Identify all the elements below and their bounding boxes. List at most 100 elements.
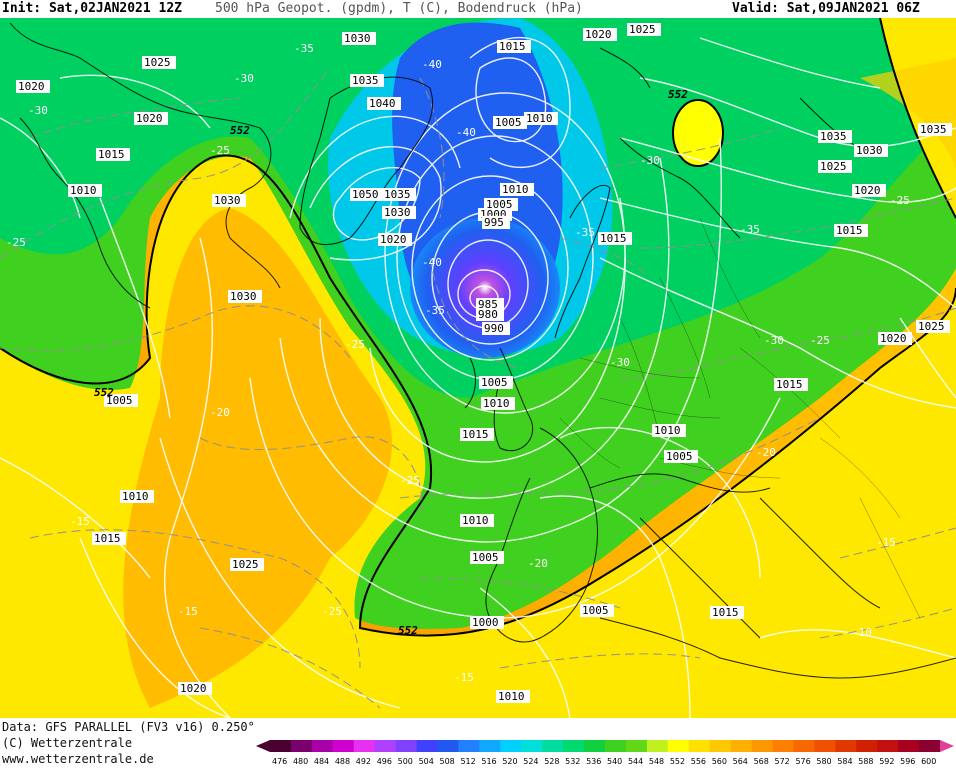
colorbar-tick-label: 500 [398, 757, 413, 766]
svg-text:-30: -30 [764, 334, 784, 347]
colorbar-swatch [458, 740, 480, 752]
svg-text:1025: 1025 [232, 558, 259, 571]
svg-text:-35: -35 [575, 226, 595, 239]
svg-text:1030: 1030 [214, 194, 241, 207]
label-1005-c: 1005 [479, 376, 513, 389]
label-1050: 1050 [350, 188, 384, 201]
high-552-northeast [673, 100, 723, 166]
label-990: 990 [482, 322, 510, 335]
svg-text:1010: 1010 [70, 184, 97, 197]
label-1040-a: 1040 [367, 97, 401, 110]
colorbar-swatch [688, 740, 711, 752]
label-1030-b: 1030 [212, 194, 246, 207]
colorbar-swatch [730, 740, 753, 752]
svg-text:1020: 1020 [585, 28, 612, 41]
colorbar-tick-label: 476 [272, 757, 287, 766]
svg-text:-35: -35 [740, 223, 760, 236]
label-1020-e: 1020 [178, 682, 212, 695]
svg-text:1025: 1025 [820, 160, 847, 173]
label-1035-c: 1035 [818, 130, 852, 143]
svg-text:1015: 1015 [712, 606, 739, 619]
temperature-lines [0, 67, 956, 709]
svg-text:1005: 1005 [106, 394, 133, 407]
svg-text:1005: 1005 [486, 198, 513, 211]
colorbar-tick-label: 576 [795, 757, 810, 766]
label-1010-h: 1010 [496, 690, 530, 703]
colorbar-tick-label: 512 [460, 757, 475, 766]
svg-text:-30: -30 [610, 356, 630, 369]
svg-text:1005: 1005 [666, 450, 693, 463]
svg-text:1025: 1025 [629, 23, 656, 36]
svg-text:1035: 1035 [920, 123, 947, 136]
colorbar-tick-label: 536 [586, 757, 601, 766]
coastlines [9, 22, 956, 679]
colorbar-tick-label: 544 [628, 757, 643, 766]
colorbar-swatch [709, 740, 732, 752]
label-1005-d: 1005 [104, 394, 138, 407]
svg-text:-25: -25 [810, 334, 830, 347]
contour-552-high [672, 99, 724, 167]
colorbar-tick-label: 580 [816, 757, 831, 766]
svg-text:-35: -35 [294, 42, 314, 55]
data-source: Data: GFS PARALLEL (FV3 v16) 0.250° [2, 720, 255, 734]
label-995: 995 [482, 216, 510, 229]
label-1025-c: 1025 [230, 558, 264, 571]
colorbar-tick-label: 528 [544, 757, 559, 766]
svg-text:-10: -10 [852, 626, 872, 639]
label-1020-d: 1020 [378, 233, 412, 246]
label-1015-a: 1015 [497, 40, 531, 53]
header-bar: Init: Sat,02JAN2021 12Z 500 hPa Geopot. … [0, 0, 956, 18]
svg-text:552: 552 [668, 88, 688, 101]
svg-text:1020: 1020 [136, 112, 163, 125]
label-1005-b: 1005 [484, 198, 518, 211]
svg-text:-20: -20 [528, 557, 548, 570]
svg-text:1030: 1030 [230, 290, 257, 303]
label-1030-d: 1030 [228, 290, 262, 303]
svg-text:-15: -15 [70, 515, 90, 528]
label-985: 985 [476, 298, 504, 311]
colorbar-tick-label: 508 [440, 757, 455, 766]
colorbar-swatch [584, 740, 606, 752]
svg-text:990: 990 [484, 322, 504, 335]
colorbar-tick-label: 504 [419, 757, 434, 766]
colorbar-swatch [563, 740, 585, 752]
label-1015-d: 1015 [460, 428, 494, 441]
label-1010-f: 1010 [120, 490, 154, 503]
label-1015-e: 1015 [774, 378, 808, 391]
svg-text:980: 980 [478, 308, 498, 321]
svg-text:1020: 1020 [180, 682, 207, 695]
svg-text:-25: -25 [890, 194, 910, 207]
label-1005-f: 1005 [470, 551, 504, 564]
svg-text:1005: 1005 [472, 551, 499, 564]
init-time: Init: Sat,02JAN2021 12Z [2, 1, 183, 16]
label-1035-b: 1035 [382, 188, 416, 201]
colorbar-tick-label: 568 [754, 757, 769, 766]
weather-map: 1030 1015 1020 1025 1025 1035 1020 1040 … [0, 18, 956, 718]
svg-text:1025: 1025 [918, 320, 945, 333]
colorbar-swatch [625, 740, 648, 752]
svg-text:1030: 1030 [344, 32, 371, 45]
svg-text:1020: 1020 [18, 80, 45, 93]
website-link[interactable]: www.wetterzentrale.de [2, 752, 154, 766]
colorbar-swatch [751, 740, 773, 752]
svg-text:1005: 1005 [582, 604, 609, 617]
colorbar-tick-label: 540 [607, 757, 622, 766]
svg-text:-25: -25 [400, 474, 420, 487]
svg-text:1015: 1015 [462, 428, 489, 441]
colorbar-tick-label: 584 [837, 757, 852, 766]
colorbar-tick-label: 532 [565, 757, 580, 766]
contour-552-northeast [879, 18, 956, 219]
svg-text:1015: 1015 [98, 148, 125, 161]
svg-text:1030: 1030 [856, 144, 883, 157]
label-1020-b: 1020 [16, 80, 50, 93]
colorbar-swatch [500, 740, 522, 752]
colorbar-left-arrow [256, 740, 270, 752]
label-1015-c: 1015 [598, 232, 632, 245]
colorbar-tick-label: 480 [293, 757, 308, 766]
label-1020-a: 1020 [583, 28, 617, 41]
svg-text:-40: -40 [422, 58, 442, 71]
svg-text:-25: -25 [210, 144, 230, 157]
svg-text:-25: -25 [345, 338, 365, 351]
svg-text:1010: 1010 [498, 690, 525, 703]
colorbar-swatch [898, 740, 920, 752]
